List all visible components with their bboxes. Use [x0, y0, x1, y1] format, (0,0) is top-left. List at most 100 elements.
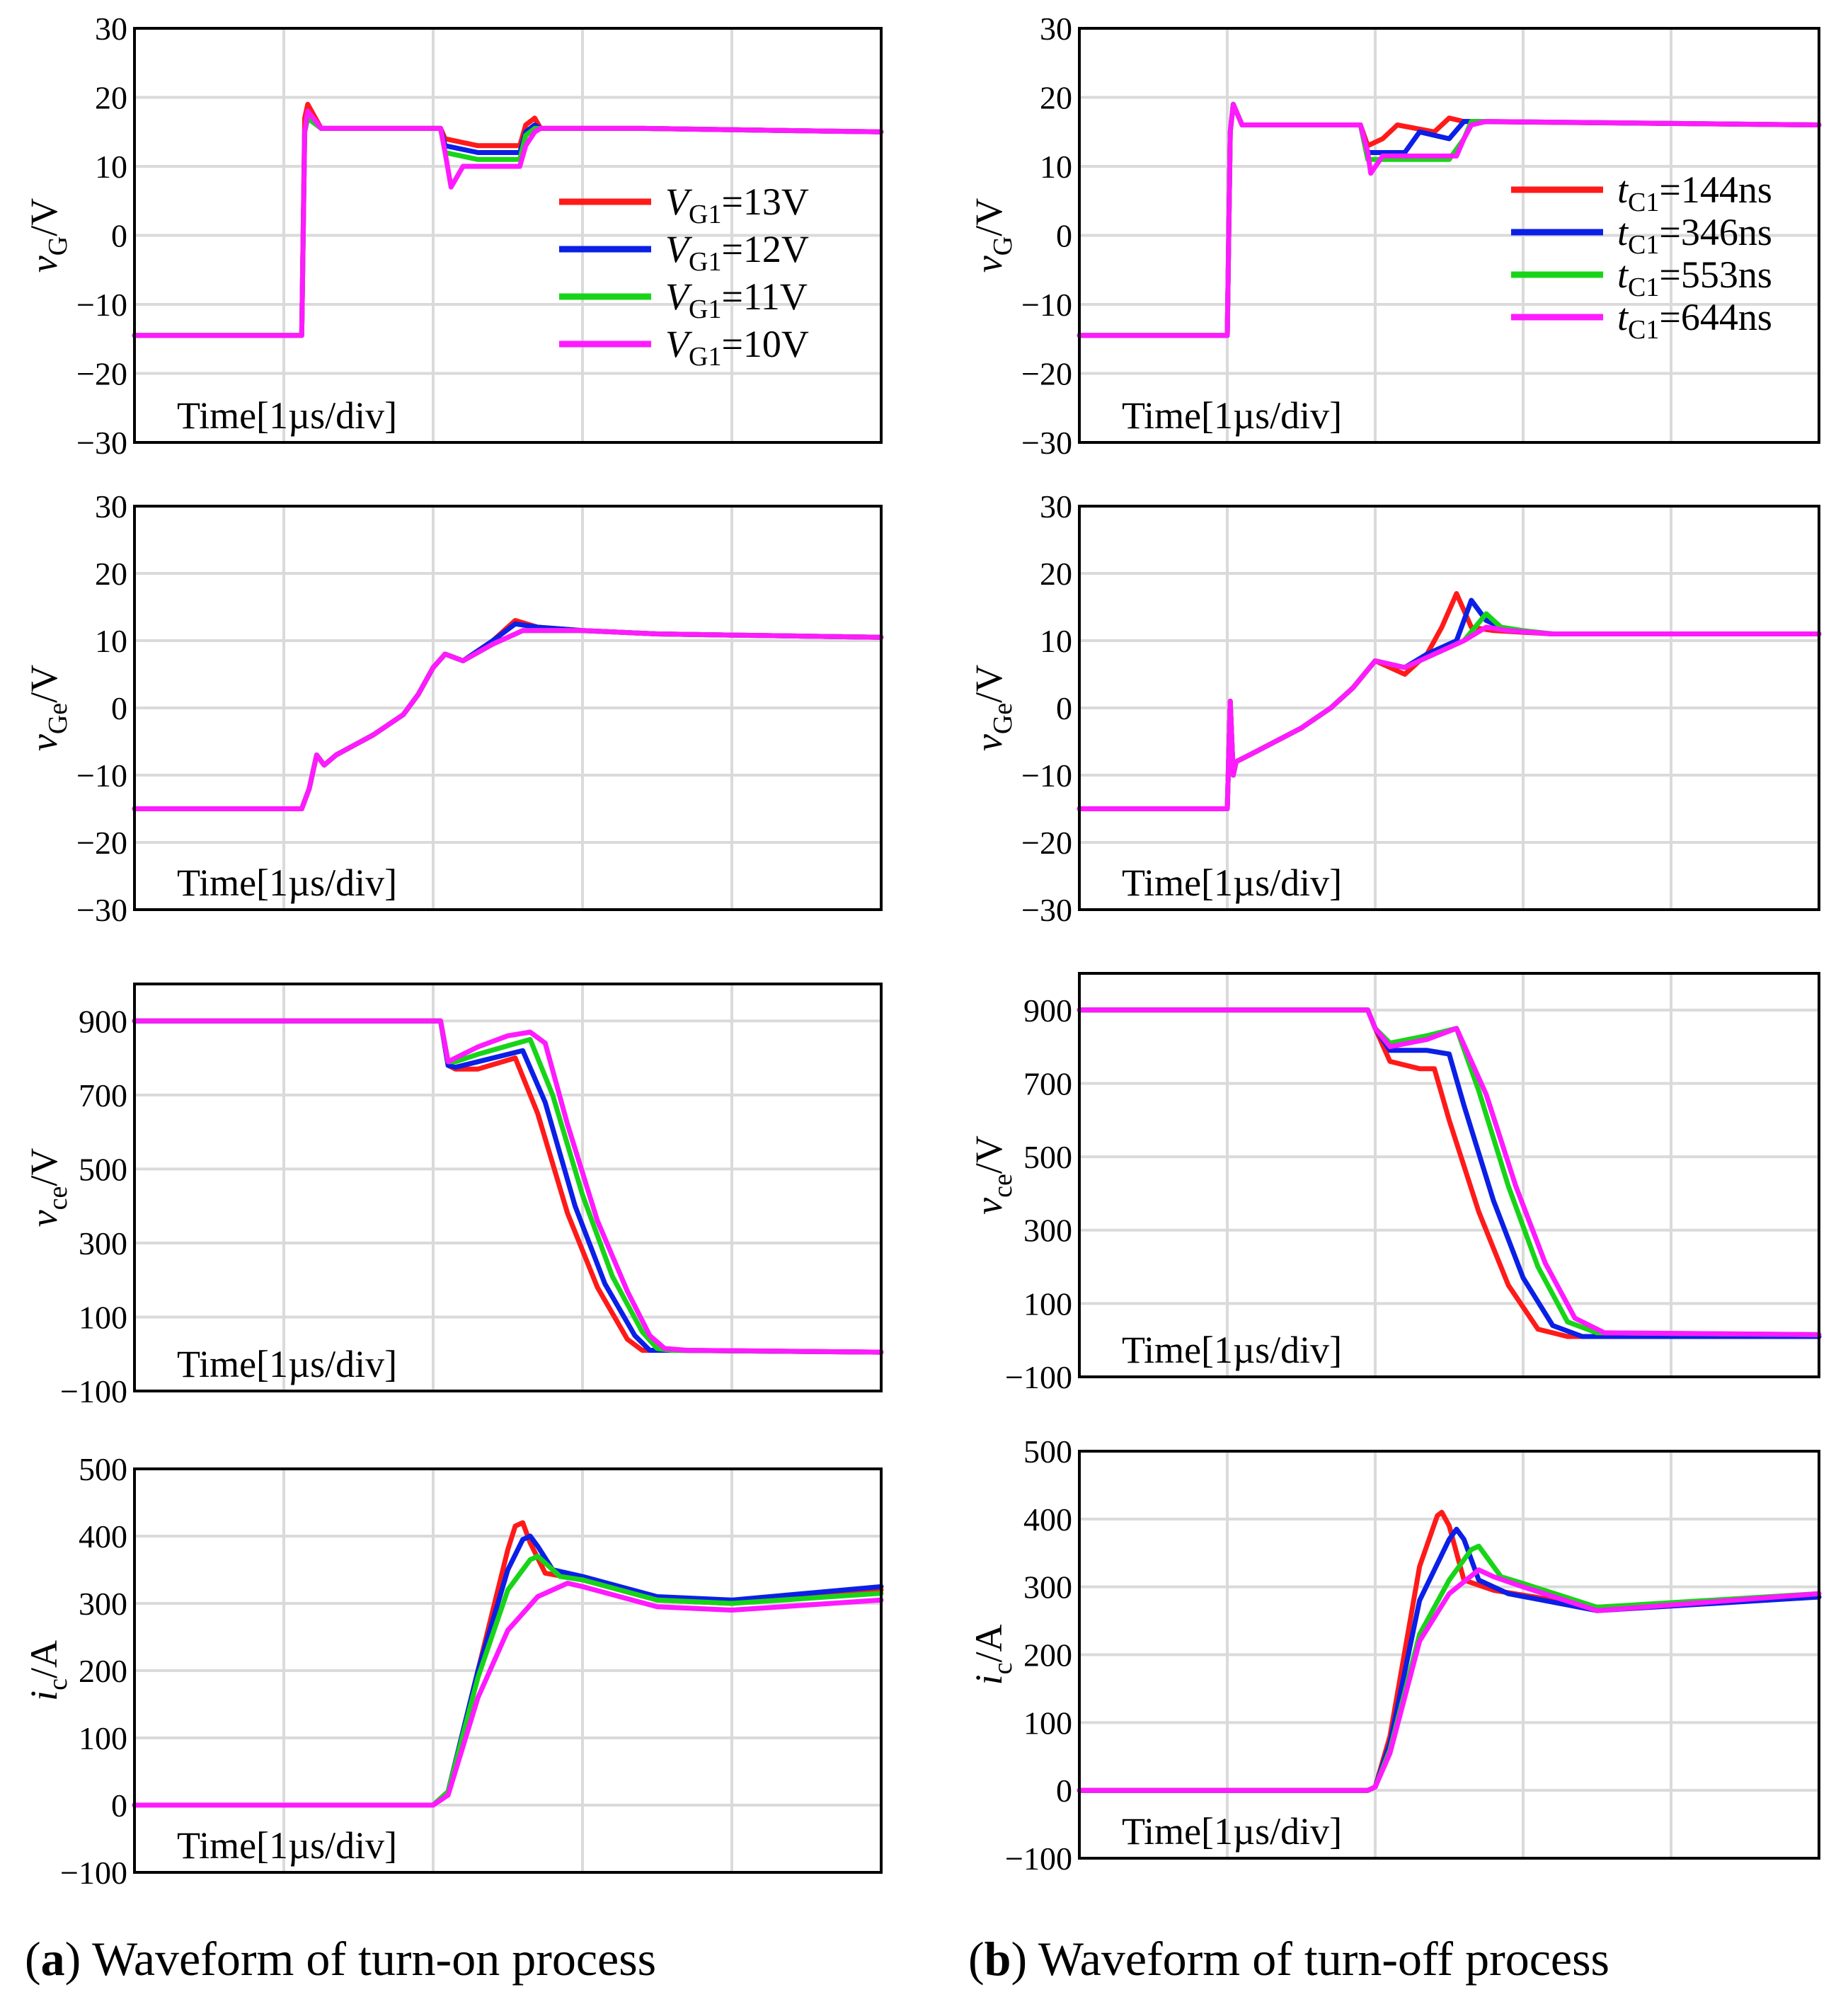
y-tick-label: 500	[1023, 1139, 1072, 1175]
y-tick-label: 200	[1023, 1637, 1072, 1673]
legend-var: t	[1617, 168, 1629, 211]
legend-value: =553ns	[1659, 253, 1772, 296]
series-line-magenta	[1077, 1007, 1822, 1337]
series-line-blue	[1077, 1526, 1822, 1793]
y-tick-label: 10	[95, 149, 127, 185]
y-tick-label: −10	[76, 757, 127, 794]
y-tick-label: −20	[76, 356, 127, 392]
series-line-blue	[1077, 1007, 1822, 1339]
legend-var: V	[665, 275, 693, 318]
y-tick-label: −10	[1021, 757, 1072, 794]
series-line-magenta	[132, 628, 884, 811]
series-line-magenta	[132, 1018, 884, 1355]
y-axis-sub: G	[43, 236, 73, 256]
y-tick-label: 200	[79, 1653, 127, 1689]
axes-frame	[1078, 27, 1820, 444]
y-tick-label: 400	[1023, 1501, 1072, 1538]
y-tick-label: −30	[76, 892, 127, 928]
series-line-magenta	[1077, 624, 1822, 811]
y-axis-unit: /V	[968, 198, 1010, 236]
legend-var: t	[1617, 253, 1629, 296]
y-tick-label: 0	[111, 690, 127, 726]
y-tick-label: −100	[1005, 1841, 1072, 1877]
panel-a4: 500 400 300 200 100 0 −100 Time[1µs/div] ic/A	[23, 1451, 884, 1891]
y-axis-label: vG/V	[23, 198, 73, 273]
legend-var: t	[1617, 211, 1629, 253]
legend-entry: tC1=644ns	[1617, 296, 1772, 345]
y-axis-var: v	[23, 256, 65, 273]
panel-b4: 500 400 300 200 100 0 −100 Time[1µs/div] ic/A	[968, 1433, 1822, 1877]
legend-value: =11V	[721, 275, 807, 318]
series-line-magenta	[1077, 101, 1822, 338]
legend-value: =644ns	[1659, 296, 1772, 338]
y-tick-label: 300	[1023, 1213, 1072, 1249]
y-tick-label: 900	[1023, 992, 1072, 1029]
y-tick-label: 0	[1056, 690, 1072, 726]
panel-a2: 30 20 10 0 −10 −20 −30 Time[1µs/div] vGe/V	[23, 488, 884, 928]
panel-b2: 30 20 10 0 −10 −20 −30 Time[1µs/div] vGe/V	[968, 488, 1822, 928]
legend-value: =346ns	[1659, 211, 1772, 253]
axes-frame	[133, 1467, 883, 1874]
y-tick-label: 700	[1023, 1065, 1072, 1101]
y-tick-label: 300	[79, 1586, 127, 1622]
caption-a-label: a	[41, 1932, 65, 1986]
caption-a: (a) Waveform of turn-on process	[25, 1932, 656, 1986]
legend-var: V	[665, 323, 693, 365]
y-tick-label: −30	[1021, 425, 1072, 461]
y-axis-sub: Ge	[988, 703, 1018, 734]
y-axis-unit: /V	[968, 665, 1010, 703]
y-tick-label: 900	[79, 1003, 127, 1039]
series-line-green	[132, 1018, 884, 1355]
legend-var: V	[665, 228, 693, 270]
caption-b: (b) Waveform of turn-off process	[968, 1932, 1609, 1986]
legend-entry: VG1=10V	[665, 323, 809, 372]
time-label: Time[1µs/div]	[1122, 394, 1342, 437]
time-label: Time[1µs/div]	[177, 1343, 397, 1385]
y-tick-label: 500	[79, 1451, 127, 1487]
y-axis-sub: ce	[988, 1174, 1018, 1198]
y-tick-label: 300	[79, 1225, 127, 1261]
y-tick-label: 30	[95, 488, 127, 525]
axes-frame	[1078, 972, 1820, 1378]
y-tick-label: 20	[95, 80, 127, 116]
y-axis-label: vGe/V	[968, 665, 1018, 751]
y-tick-label: −10	[76, 287, 127, 323]
y-tick-label: 100	[1023, 1705, 1072, 1741]
y-axis-sub: Ge	[43, 703, 73, 734]
y-axis-var: i	[968, 1674, 1010, 1685]
legend-entry: VG1=11V	[665, 275, 808, 324]
axes-frame	[133, 505, 883, 911]
series-line-magenta	[1077, 1567, 1822, 1793]
y-axis-var: v	[968, 734, 1010, 751]
y-tick-label: 100	[79, 1299, 127, 1335]
panel-a3: 900 700 500 300 100 −100 Time[1µs/div] vce/V	[23, 983, 884, 1409]
time-label: Time[1µs/div]	[177, 394, 397, 437]
caption-a-text: Waveform of turn-on process	[81, 1932, 656, 1986]
legend-value: =144ns	[1659, 168, 1772, 211]
y-tick-label: 500	[1023, 1433, 1072, 1470]
y-tick-label: 700	[79, 1077, 127, 1114]
axes-frame	[133, 27, 883, 444]
y-tick-label: 400	[79, 1518, 127, 1555]
axes-frame	[133, 983, 883, 1392]
y-axis-label: ic/A	[968, 1625, 1018, 1685]
y-axis-label: vce/V	[23, 1148, 73, 1227]
y-tick-label: 30	[1040, 11, 1072, 47]
time-label: Time[1µs/div]	[177, 862, 397, 904]
legend-entry: VG1=12V	[665, 228, 809, 277]
legend-sub: C1	[1628, 188, 1659, 217]
series-line-red	[132, 1018, 884, 1355]
y-tick-label: 30	[95, 11, 127, 47]
series-line-green	[1077, 1543, 1822, 1793]
legend-entry: tC1=144ns	[1617, 168, 1772, 217]
y-axis-var: v	[968, 256, 1010, 273]
y-tick-label: −100	[1005, 1359, 1072, 1395]
y-tick-label: 100	[79, 1720, 127, 1756]
y-tick-label: 0	[111, 218, 127, 254]
y-tick-label: −20	[1021, 825, 1072, 861]
y-tick-label: −100	[60, 1373, 127, 1409]
y-tick-label: −100	[60, 1855, 127, 1891]
